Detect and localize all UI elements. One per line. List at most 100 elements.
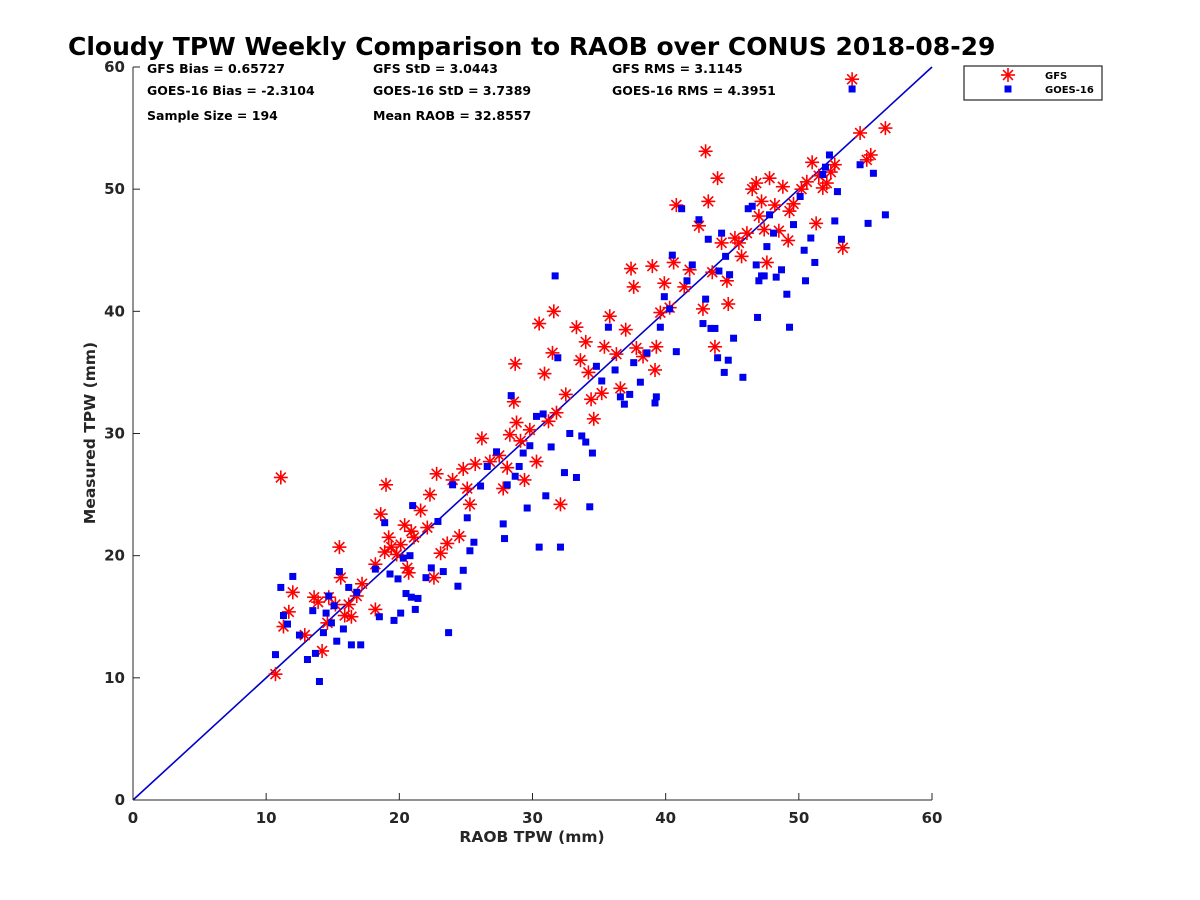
goes-16-point	[772, 273, 780, 281]
goes-16-point	[477, 482, 485, 490]
goes-16-point	[726, 271, 734, 279]
goes-16-point	[869, 169, 877, 177]
gfs-point	[629, 340, 644, 355]
gfs-point	[381, 530, 396, 545]
stat-gfs-std: GFS StD = 3.0443	[373, 61, 498, 76]
gfs-point	[553, 497, 568, 512]
gfs-point	[695, 301, 710, 316]
goes-16-point	[831, 217, 839, 225]
gfs-point	[827, 157, 842, 172]
x-tick-label: 0	[128, 809, 138, 827]
gfs-point	[517, 472, 532, 487]
goes-16-point	[660, 293, 668, 301]
goes-16-point	[507, 392, 515, 400]
gfs-point	[782, 204, 797, 219]
goes-16-point	[339, 625, 347, 633]
goes-16-point	[821, 163, 829, 171]
stat-gfs-rms: GFS RMS = 3.1145	[612, 61, 743, 76]
gfs-point	[734, 249, 749, 264]
legend-goes-16-label: GOES-16	[1045, 85, 1094, 96]
gfs-point	[268, 667, 283, 682]
goes-16-point	[770, 229, 778, 237]
goes-16-point	[411, 605, 419, 613]
goes-16-point	[279, 612, 287, 620]
goes-16-point	[643, 349, 651, 357]
x-tick-label: 10	[256, 809, 277, 827]
goes-16-point	[535, 543, 543, 551]
gfs-point	[602, 309, 617, 324]
goes-16-point	[760, 272, 768, 280]
goes-16-point	[503, 481, 511, 489]
gfs-point	[618, 322, 633, 337]
legend-box	[963, 65, 1103, 101]
goes-16-point	[499, 520, 507, 528]
gfs-point	[384, 540, 399, 555]
gfs-point	[757, 222, 772, 237]
goes-16-point	[347, 641, 355, 649]
goes-16-point	[652, 393, 660, 401]
goes-16-point	[722, 252, 730, 260]
goes-16-point	[881, 211, 889, 219]
goes-16-point	[439, 568, 447, 576]
stat-goes-bias: GOES-16 Bias = -2.3104	[147, 83, 315, 98]
gfs-point	[626, 279, 641, 294]
gfs-point	[379, 477, 394, 492]
gfs-point	[541, 414, 556, 429]
gfs-point	[721, 297, 736, 312]
stat-sample-size: Sample Size = 194	[147, 108, 278, 123]
goes-16-point	[427, 564, 435, 572]
x-tick-label: 40	[655, 809, 676, 827]
gfs-point	[537, 366, 552, 381]
goes-16-point	[744, 205, 752, 213]
y-axis-ticks: 0 10 20 30 40 50 60	[104, 58, 140, 809]
y-tick-label: 0	[115, 791, 125, 809]
goes-16-point	[515, 462, 523, 470]
gfs-point	[373, 507, 388, 522]
gfs-point	[578, 334, 593, 349]
goes-16-point	[409, 502, 417, 510]
gfs-point	[422, 487, 437, 502]
goes-16-point	[501, 535, 509, 543]
x-tick-label: 50	[788, 809, 809, 827]
gfs-point	[573, 353, 588, 368]
gfs-point	[586, 411, 601, 426]
goes-16-point	[309, 607, 317, 615]
goes-16-point	[333, 637, 341, 645]
gfs-point	[609, 347, 624, 362]
goes-16-point	[707, 324, 715, 332]
goes-16-point	[434, 517, 442, 525]
gfs-point	[355, 576, 370, 591]
goes-16-point	[311, 649, 319, 657]
gfs-point	[666, 255, 681, 270]
goes-16-point	[289, 572, 297, 580]
legend-gfs-symbol	[1001, 68, 1015, 82]
gfs-point	[714, 235, 729, 250]
goes-16-point	[463, 514, 471, 522]
goes-16-point	[825, 151, 833, 159]
goes-16-point	[630, 359, 638, 367]
gfs-point	[452, 529, 467, 544]
goes-16-point	[811, 258, 819, 266]
goes-16-point	[578, 432, 586, 440]
gfs-point	[273, 470, 288, 485]
goes-16-point	[714, 354, 722, 362]
gfs-point	[368, 602, 383, 617]
goes-16-point	[325, 592, 333, 600]
gfs-point	[731, 235, 746, 250]
goes-16-point	[695, 216, 703, 224]
gfs-point	[767, 198, 782, 213]
y-tick-label: 10	[104, 669, 125, 687]
gfs-point	[413, 503, 428, 518]
gfs-point	[799, 174, 814, 189]
goes-16-point	[319, 629, 327, 637]
gfs-point	[613, 381, 628, 396]
goes-16-point	[532, 412, 540, 420]
goes-16-point	[566, 430, 574, 437]
goes-16-point	[592, 362, 600, 370]
goes-16-point	[801, 277, 809, 285]
gfs-point	[624, 261, 639, 276]
goes-16-point	[539, 410, 547, 418]
goes-16-point	[407, 593, 415, 601]
goes-16-point	[322, 609, 330, 617]
gfs-point	[285, 585, 300, 600]
